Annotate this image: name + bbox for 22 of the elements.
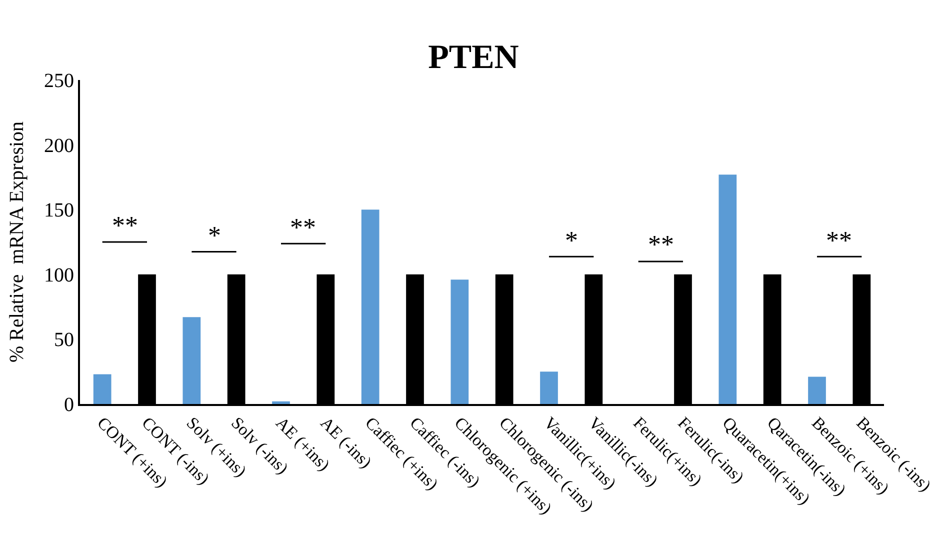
bar (93, 374, 112, 404)
y-tick-label: 250 (44, 70, 74, 92)
bar (450, 280, 469, 404)
y-tick-label: 0 (64, 394, 74, 416)
y-tick-label: 50 (54, 329, 74, 352)
y-tick-label: 100 (44, 264, 74, 286)
annotation: ** (290, 213, 316, 242)
annotation: * (208, 221, 221, 250)
annotation: ** (112, 211, 138, 240)
chart-title: PTEN (428, 39, 520, 76)
bar (808, 376, 826, 404)
bar (272, 401, 290, 404)
y-axis-title: % Relative mRNA Expresion (6, 121, 28, 363)
y-tick-label: 150 (44, 200, 74, 222)
y-tick-label: 200 (44, 134, 74, 157)
bar (718, 174, 737, 404)
annotation: ** (826, 226, 852, 255)
bar (182, 317, 201, 404)
annotation: ** (648, 230, 674, 259)
bar (361, 210, 380, 404)
annotation: * (565, 226, 578, 255)
bar (540, 372, 558, 404)
